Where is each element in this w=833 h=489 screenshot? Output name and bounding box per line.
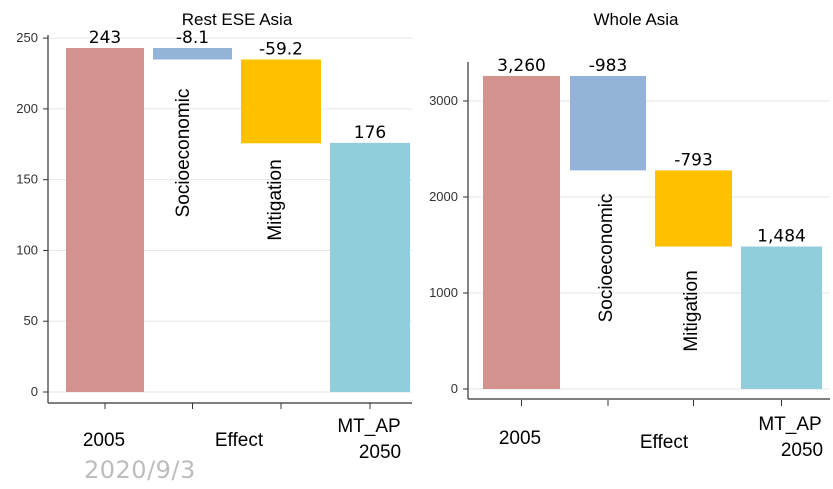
bar-socioeconomic [153, 48, 232, 60]
value-label: -793 [674, 150, 713, 170]
value-label: -59.2 [259, 39, 303, 59]
value-label: -983 [589, 56, 628, 76]
x-tick-label-mt-ap: MT_AP [337, 416, 400, 437]
category-label-mitigation: Mitigation [265, 159, 286, 240]
bar-mt-ap-2050 [330, 142, 410, 392]
y-tick-label: 1000 [429, 285, 458, 300]
value-labels: 243 -8.1 -59.2 176 [89, 28, 386, 143]
category-label-mitigation: Mitigation [681, 270, 702, 351]
x-tick-label-mt-ap: MT_AP [758, 414, 821, 435]
x-tick-label-effect: Effect [640, 432, 689, 453]
y-tick-label: 0 [451, 381, 458, 396]
y-tick-label: 200 [16, 101, 38, 116]
y-tick-label: 150 [16, 172, 38, 187]
bar-2005 [66, 48, 144, 392]
y-tick-labels: 0 50 100 150 200 250 [16, 30, 38, 399]
chart-rest-ese-asia: Rest ESE Asia 0 50 100 150 200 250 243 -8.1 -59… [16, 10, 412, 463]
x-tick-label-2005: 2005 [499, 428, 541, 449]
category-label-socioeconomic: Socioeconomic [173, 89, 194, 218]
bar-mitigation [655, 170, 732, 247]
x-tick-label-2005: 2005 [83, 430, 125, 451]
y-tick-label: 3000 [429, 93, 458, 108]
x-tick-label-2050: 2050 [781, 440, 823, 461]
value-label: 1,484 [757, 227, 806, 247]
bar-mitigation [241, 59, 321, 144]
chart-whole-asia: Whole Asia 0 1000 2000 3000 3,260 -983 -793 1,… [429, 10, 830, 461]
value-label: 176 [354, 123, 386, 143]
chart-title: Whole Asia [593, 10, 679, 29]
x-tick-label-2050: 2050 [359, 442, 401, 463]
category-label-socioeconomic: Socioeconomic [596, 194, 617, 323]
y-tick-label: 250 [16, 30, 38, 45]
y-tick-label: 50 [24, 313, 38, 328]
x-tick-label-effect: Effect [215, 430, 264, 451]
value-label: 3,260 [497, 56, 546, 76]
bar-socioeconomic [570, 76, 646, 171]
bars [483, 76, 822, 406]
bar-2005 [483, 76, 560, 389]
y-tick-labels: 0 1000 2000 3000 [429, 93, 458, 396]
y-tick-label: 2000 [429, 189, 458, 204]
bar-mt-ap-2050 [741, 246, 822, 389]
value-label: 243 [89, 28, 121, 48]
chart-title: Rest ESE Asia [182, 10, 293, 29]
slide-date: 2020/9/3 [84, 456, 196, 484]
y-tick-label: 100 [16, 242, 38, 257]
bars [66, 48, 410, 409]
y-tick-label: 0 [31, 384, 38, 399]
value-labels: 3,260 -983 -793 1,484 [497, 56, 806, 247]
value-label: -8.1 [176, 28, 209, 48]
